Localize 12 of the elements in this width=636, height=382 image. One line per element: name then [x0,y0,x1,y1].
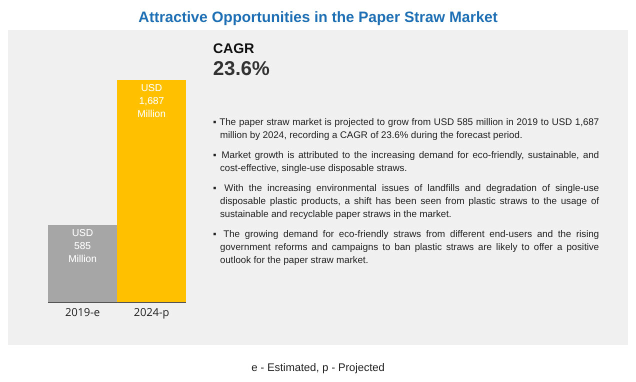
text: ▪ The paper straw market is projected to grow from USD 585 million in 2019 to USD 1,687 million by 2024, recording a CAGR of 23.6% during the forecast period. [213,116,599,142]
data-label: USD 1,687 Million [137,83,166,120]
text: CAGR [213,40,254,56]
text: ▪ With the increasing environmental issues of landfills and degradation of single-use disposable plastic products, a shift has been seen from plastic straws to the usage of sustainable and recyclable paper straws in the market. [213,182,599,221]
text: 23.6% [213,58,270,81]
x-tick-label: 2019-e [65,305,100,320]
text: ▪ Market growth is attributed to the increasing demand for eco-friendly, sustainable, and cost-effective, single-use disposable straws. [213,149,599,175]
text: Attractive Opportunities in the Paper Straw Market [138,8,498,26]
x-tick-label: 2024-p [134,305,170,320]
text: e - Estimated, p - Projected [250,362,386,374]
data-label: USD 585 Million [68,228,97,266]
text: ▪ The growing demand for eco-friendly straws from different end-users and the rising government reforms and campaigns to ban plastic straws are likely to offer a positive outlook for the paper straw market. [213,228,599,267]
